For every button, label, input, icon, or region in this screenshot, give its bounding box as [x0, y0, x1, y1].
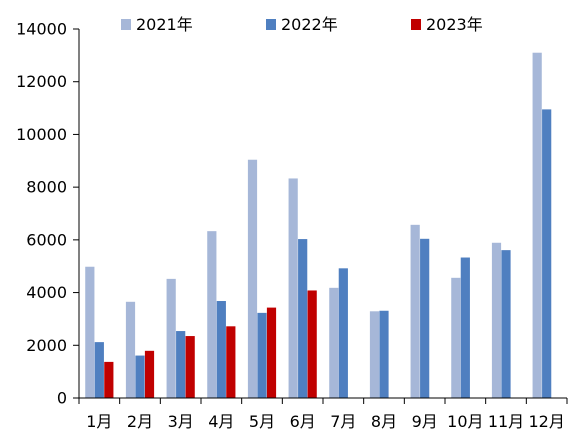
bar-2022年-12月	[542, 109, 552, 398]
legend: 2021年 2022年 2023年	[121, 15, 483, 34]
bar-2022年-3月	[176, 331, 186, 398]
legend-swatch-2021年	[121, 19, 131, 30]
legend-swatch-2023年	[411, 19, 421, 30]
x-tick-label: 3月	[168, 412, 194, 431]
bar-2021年-2月	[125, 301, 136, 398]
y-tick-label: 6000	[26, 230, 67, 249]
x-tick-label: 7月	[330, 412, 356, 431]
bar-2021年-11月	[491, 242, 502, 398]
legend-label: 2023年	[426, 15, 483, 34]
bar-2021年-4月	[207, 231, 217, 398]
bar-2022年-7月	[338, 268, 348, 398]
x-axis-ticks: 1月 2月 3月 4月 5月 6月 7月 8月 9月 10月 11月 12月	[78, 398, 568, 431]
x-tick-label: 9月	[412, 412, 438, 431]
x-tick-label: 2月	[127, 412, 153, 431]
bar-2021年-3月	[166, 278, 176, 398]
bar-2021年-6月	[288, 178, 298, 398]
bar-2021年-1月	[85, 266, 95, 398]
bar-2022年-1月	[94, 342, 104, 398]
bar-2021年-10月	[451, 277, 461, 398]
bars	[85, 52, 552, 398]
bar-2022年-9月	[420, 238, 430, 398]
y-tick-label: 10000	[16, 125, 67, 144]
x-tick-label: 4月	[208, 412, 234, 431]
legend-label: 2021年	[136, 15, 193, 34]
bar-2023年-5月	[266, 307, 277, 398]
x-tick-label: 6月	[290, 412, 316, 431]
legend-swatch-2022年	[266, 19, 276, 30]
bar-2021年-12月	[532, 52, 542, 398]
bar-2023年-6月	[307, 290, 317, 398]
y-tick-label: 2000	[26, 336, 67, 355]
y-tick-label: 4000	[26, 283, 67, 302]
bar-2022年-6月	[298, 239, 308, 398]
bar-2023年-1月	[104, 361, 114, 398]
y-tick-label: 14000	[16, 20, 67, 39]
bar-2021年-7月	[329, 287, 339, 398]
legend-label: 2022年	[281, 15, 338, 34]
bar-2022年-11月	[501, 250, 511, 398]
y-tick-label: 12000	[16, 72, 67, 91]
bar-2023年-4月	[226, 326, 236, 398]
bar-2023年-3月	[185, 336, 195, 398]
bar-2022年-10月	[460, 257, 470, 398]
bar-2022年-8月	[379, 310, 389, 398]
y-axis-ticks: 0 2000 4000 6000 8000 10000 12000 14000	[16, 20, 79, 408]
x-tick-label: 10月	[447, 412, 483, 431]
bar-2022年-2月	[135, 355, 145, 398]
y-tick-label: 0	[57, 389, 67, 408]
bar-2022年-5月	[257, 312, 267, 398]
bar-2022年-4月	[216, 301, 226, 398]
bar-2023年-2月	[144, 350, 155, 398]
bar-2021年-9月	[410, 224, 420, 398]
x-tick-label: 8月	[371, 412, 397, 431]
x-tick-label: 5月	[249, 412, 275, 431]
bar-2021年-8月	[369, 311, 380, 398]
x-tick-label: 12月	[528, 412, 564, 431]
x-tick-label: 11月	[488, 412, 524, 431]
x-tick-label: 1月	[86, 412, 112, 431]
y-tick-label: 8000	[26, 178, 67, 197]
bar-2021年-5月	[247, 159, 258, 398]
